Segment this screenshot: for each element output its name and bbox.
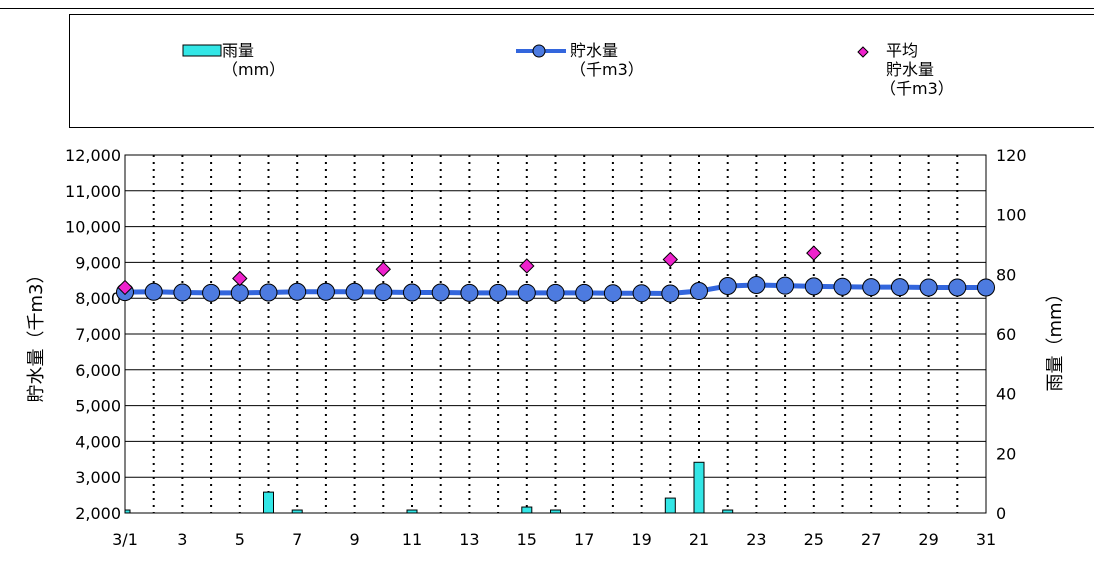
left-tick-label: 7,000 xyxy=(75,325,121,344)
rain-bar xyxy=(291,509,303,514)
right-tick-label: 20 xyxy=(996,444,1016,463)
left-tick-label: 6,000 xyxy=(75,361,121,380)
average-point xyxy=(375,261,392,277)
left-tick-label: 12,000 xyxy=(65,146,121,165)
storage-line-icon xyxy=(516,44,566,58)
average-diamond-icon xyxy=(857,46,869,58)
storage-point xyxy=(144,282,163,301)
storage-point xyxy=(776,276,795,295)
x-tick-label: 21 xyxy=(689,530,709,549)
right-tick-label: 100 xyxy=(996,206,1027,225)
x-tick-label: 31 xyxy=(976,530,996,549)
left-tick-label: 9,000 xyxy=(75,253,121,272)
storage-point xyxy=(603,284,622,303)
x-tick-label: 9 xyxy=(350,530,360,549)
storage-point xyxy=(890,278,909,297)
rain-bar xyxy=(521,506,533,514)
x-tick-label: 19 xyxy=(631,530,651,549)
rain-bar xyxy=(263,491,274,514)
storage-point xyxy=(489,283,508,302)
storage-point xyxy=(202,283,221,302)
legend-average-label-1: 平均 xyxy=(886,41,919,60)
x-tick-label: 17 xyxy=(574,530,594,549)
left-tick-label: 11,000 xyxy=(65,182,121,201)
storage-point xyxy=(919,278,938,297)
storage-point xyxy=(632,284,651,303)
legend-storage-unit: （千m3） xyxy=(570,60,644,79)
x-tick-label: 15 xyxy=(517,530,537,549)
storage-point xyxy=(977,278,995,297)
left-tick-label: 10,000 xyxy=(65,218,121,237)
top-rule xyxy=(0,8,1094,9)
storage-point xyxy=(546,283,565,302)
right-tick-label: 60 xyxy=(996,325,1016,344)
x-tick-label: 27 xyxy=(861,530,881,549)
left-tick-label: 5,000 xyxy=(75,397,121,416)
x-tick-label: 3/1 xyxy=(112,530,138,549)
legend-average-unit: （千m3） xyxy=(880,79,954,98)
right-tick-label: 40 xyxy=(996,385,1016,404)
storage-point xyxy=(575,283,594,302)
storage-point xyxy=(345,282,364,301)
right-axis-title: 雨量（mm） xyxy=(1045,284,1066,391)
storage-point xyxy=(747,275,766,294)
storage-point xyxy=(718,277,737,296)
storage-point xyxy=(690,282,708,301)
x-tick-label: 7 xyxy=(292,530,302,549)
rain-bar xyxy=(664,497,676,514)
average-point xyxy=(662,251,679,268)
left-tick-label: 2,000 xyxy=(75,504,121,523)
average-point xyxy=(806,245,822,261)
storage-point xyxy=(804,277,823,296)
storage-point xyxy=(230,283,249,302)
rain-bar xyxy=(693,461,705,514)
left-tick-label: 3,000 xyxy=(75,468,121,487)
average-point xyxy=(232,270,248,287)
rain-bar xyxy=(722,509,734,514)
storage-point xyxy=(661,284,680,303)
legend-storage-label: 貯水量 xyxy=(570,41,619,60)
storage-point xyxy=(517,283,536,302)
storage-point xyxy=(288,282,307,301)
x-tick-label: 29 xyxy=(918,530,938,549)
x-tick-label: 25 xyxy=(804,530,824,549)
x-tick-label: 23 xyxy=(746,530,766,549)
legend-average-label-2: 貯水量 xyxy=(886,60,935,79)
right-tick-label: 0 xyxy=(996,504,1006,523)
left-axis-title: 貯水量（千m3） xyxy=(26,266,47,403)
rain-bar xyxy=(124,509,131,514)
rain-bar xyxy=(550,509,561,514)
legend-rain-unit: （mm） xyxy=(222,60,286,79)
legend: 雨量 （mm） 貯水量 （千m3） 平均 貯水量 （千m3） xyxy=(69,14,1094,128)
x-tick-label: 5 xyxy=(235,530,245,549)
storage-point xyxy=(316,282,335,301)
average-point xyxy=(117,279,133,296)
storage-point xyxy=(862,278,881,297)
rain-bar xyxy=(406,509,418,514)
storage-point xyxy=(833,277,852,296)
right-tick-label: 120 xyxy=(996,146,1027,165)
storage-point xyxy=(948,278,967,297)
storage-point xyxy=(460,283,479,302)
storage-point xyxy=(403,283,421,302)
average-point xyxy=(519,258,535,274)
storage-point xyxy=(374,283,393,302)
storage-point xyxy=(431,283,450,302)
storage-point xyxy=(173,283,192,302)
storage-point xyxy=(259,283,278,302)
right-tick-label: 80 xyxy=(996,265,1016,284)
x-tick-label: 13 xyxy=(459,530,479,549)
x-tick-label: 3 xyxy=(177,530,187,549)
left-tick-label: 4,000 xyxy=(75,432,121,451)
x-tick-label: 11 xyxy=(402,530,422,549)
legend-rain-label: 雨量 xyxy=(222,41,255,60)
left-tick-label: 8,000 xyxy=(75,289,121,308)
rain-swatch-icon xyxy=(182,44,222,57)
